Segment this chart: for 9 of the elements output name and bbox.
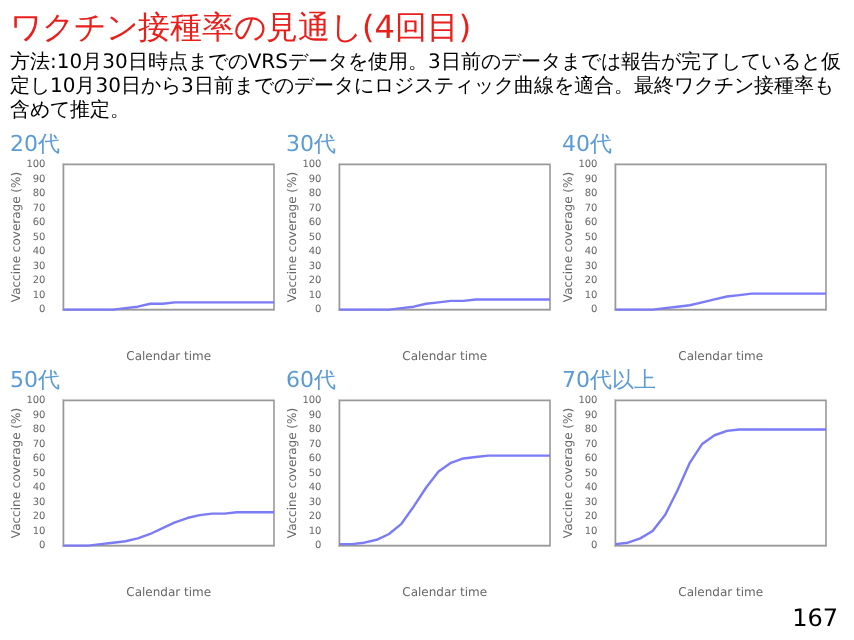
chart-title: 60代	[286, 366, 336, 393]
text: 方法:10月30日時点までのVRSデータを使用。3日前のデータまでは報告が完了していると仮定し10月30日から3日前までのデータにロジスティック曲線を適合。最終ワクチン接種率も含めて推定。	[10, 52, 843, 124]
chart-title: 40代	[562, 130, 612, 157]
chart-title: 70代以上	[562, 366, 656, 393]
text: ワクチン接種率の見通し(4回目)	[10, 8, 474, 48]
chart-title: 30代	[286, 130, 336, 157]
chart-title: 20代	[10, 130, 60, 157]
text: 167	[792, 604, 838, 632]
chart-title: 50代	[10, 366, 60, 393]
